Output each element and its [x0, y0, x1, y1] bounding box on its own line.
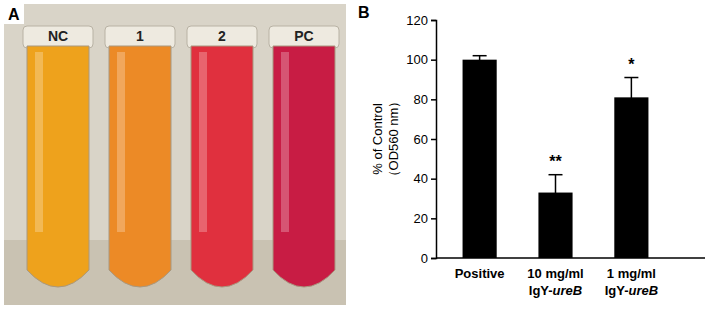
tube-liquid — [191, 46, 253, 287]
y-tick: 80 — [414, 92, 436, 107]
tube-liquid — [273, 46, 335, 287]
y-tick-label: 100 — [406, 52, 428, 67]
tube-liquid — [27, 46, 89, 287]
y-tick-label: 40 — [414, 171, 428, 186]
tube-highlight — [199, 52, 207, 232]
tube-label: 1 — [136, 28, 144, 44]
error-bar-cap — [473, 55, 487, 57]
tube: 1 — [105, 26, 175, 287]
tube-cap — [269, 26, 339, 48]
error-bar-stem — [479, 56, 481, 64]
tube-cap — [23, 26, 93, 48]
y-tick-mark — [431, 258, 436, 260]
tube-cap — [105, 26, 175, 48]
error-bar — [549, 175, 563, 211]
error-bar-cap — [549, 174, 563, 176]
y-axis-title: % of Control（OD560 nm） — [370, 95, 401, 184]
y-tick-label: 0 — [421, 251, 428, 266]
bar — [463, 60, 497, 258]
error-bar-stem — [631, 78, 633, 118]
panel-label: A — [8, 6, 20, 23]
panel-label: B — [358, 4, 370, 21]
x-tick-label-line: IgY-ureB — [605, 283, 658, 298]
significance-marker: ** — [549, 153, 562, 170]
photo-panel: NC 1 2 PC A — [4, 4, 346, 305]
x-tick-label: 1 mg/ml IgY-ureB — [605, 266, 658, 298]
y-tick-mark — [431, 20, 436, 22]
y-tick: 0 — [421, 251, 436, 266]
significance-marker: * — [628, 56, 635, 73]
y-axis-title-line: % of Control — [370, 103, 385, 175]
y-tick: 60 — [414, 132, 436, 147]
tube-label: 2 — [218, 28, 226, 44]
y-tick-label: 20 — [414, 211, 428, 226]
tube-label: PC — [294, 28, 313, 44]
y-tick-mark — [431, 59, 436, 61]
tube-highlight — [35, 52, 43, 232]
x-tick-label-line: 10 mg/ml — [527, 266, 583, 281]
tube: 2 — [187, 26, 257, 287]
tube-cap — [187, 26, 257, 48]
error-bar — [624, 78, 638, 118]
y-tick-mark — [431, 99, 436, 101]
tube-highlight — [117, 52, 125, 232]
y-tick-mark — [431, 178, 436, 180]
tube: PC — [269, 26, 339, 287]
y-axis-line — [431, 21, 437, 259]
y-tick-label: 80 — [414, 92, 428, 107]
x-tick-label-line: 1 mg/ml — [607, 266, 656, 281]
y-tick-mark — [431, 139, 436, 141]
y-axis: 0 20 40 60 80 100 120 — [406, 13, 436, 266]
panel-label-bg — [4, 4, 24, 24]
error-bar-stem — [555, 175, 557, 211]
x-tick-label-line: IgY-ureB — [529, 283, 582, 298]
tube: NC — [23, 26, 93, 287]
y-tick-label: 60 — [414, 132, 428, 147]
error-bar-cap — [624, 77, 638, 79]
y-tick: 100 — [406, 52, 436, 67]
photo-background — [4, 4, 346, 305]
tube-label: NC — [48, 28, 68, 44]
bar — [614, 97, 648, 258]
x-tick-label: 10 mg/ml IgY-ureB — [527, 266, 583, 298]
error-bar — [473, 56, 487, 64]
x-tick-label: Positive — [455, 266, 505, 281]
tube-liquid — [109, 46, 171, 287]
y-tick-mark — [431, 218, 436, 220]
y-tick: 40 — [414, 171, 436, 186]
y-axis-title-line: （OD560 nm） — [386, 95, 401, 184]
y-tick-label: 120 — [406, 13, 428, 28]
y-tick: 20 — [414, 211, 436, 226]
tube-highlight — [281, 52, 289, 232]
bars — [463, 56, 649, 258]
y-tick: 120 — [406, 13, 436, 28]
